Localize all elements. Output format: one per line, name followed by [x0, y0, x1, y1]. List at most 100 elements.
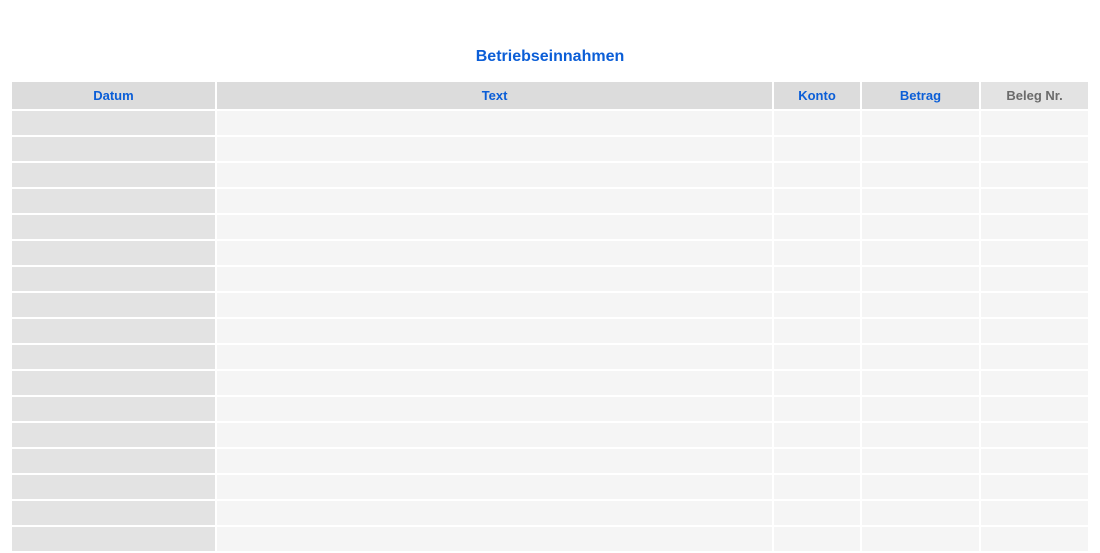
table-cell[interactable] [981, 423, 1088, 447]
table-cell[interactable] [12, 319, 215, 343]
table-cell[interactable] [774, 501, 859, 525]
table-cell[interactable] [862, 397, 979, 421]
table-cell[interactable] [217, 111, 772, 135]
table-cell[interactable] [981, 397, 1088, 421]
table-cell[interactable] [862, 111, 979, 135]
table-cell[interactable] [862, 137, 979, 161]
table-cell[interactable] [12, 449, 215, 473]
col-header-2: Konto [774, 82, 859, 109]
table-cell[interactable] [12, 241, 215, 265]
table-cell[interactable] [774, 189, 859, 213]
table-cell[interactable] [774, 293, 859, 317]
table-cell[interactable] [981, 449, 1088, 473]
table-cell[interactable] [862, 189, 979, 213]
table-cell[interactable] [12, 501, 215, 525]
table-cell[interactable] [981, 267, 1088, 291]
table-cell[interactable] [12, 423, 215, 447]
table-cell[interactable] [981, 215, 1088, 239]
table-cell[interactable] [862, 215, 979, 239]
table-cell[interactable] [774, 449, 859, 473]
table-cell[interactable] [862, 475, 979, 499]
income-table: DatumTextKontoBetragBeleg Nr. [10, 80, 1090, 553]
table-cell[interactable] [774, 345, 859, 369]
table-cell[interactable] [862, 345, 979, 369]
page-title: Betriebseinnahmen [10, 48, 1090, 66]
table-cell[interactable] [862, 371, 979, 395]
table-cell[interactable] [862, 163, 979, 187]
table-cell[interactable] [774, 267, 859, 291]
table-cell[interactable] [774, 215, 859, 239]
table-cell[interactable] [774, 397, 859, 421]
table-cell[interactable] [217, 501, 772, 525]
table-cell[interactable] [981, 319, 1088, 343]
table-cell[interactable] [862, 501, 979, 525]
table-cell[interactable] [862, 293, 979, 317]
table-row [12, 397, 1088, 421]
table-cell[interactable] [12, 189, 215, 213]
table-cell[interactable] [217, 423, 772, 447]
col-header-1: Text [217, 82, 772, 109]
table-cell[interactable] [981, 111, 1088, 135]
table-cell[interactable] [12, 293, 215, 317]
table-cell[interactable] [217, 293, 772, 317]
table-cell[interactable] [774, 111, 859, 135]
table-cell[interactable] [981, 241, 1088, 265]
table-cell[interactable] [12, 111, 215, 135]
table-cell[interactable] [217, 527, 772, 551]
page-container: Betriebseinnahmen DatumTextKontoBetragBe… [0, 0, 1100, 553]
table-cell[interactable] [981, 501, 1088, 525]
table-cell[interactable] [217, 267, 772, 291]
table-cell[interactable] [862, 527, 979, 551]
table-cell[interactable] [217, 345, 772, 369]
table-cell[interactable] [217, 371, 772, 395]
table-header-row: DatumTextKontoBetragBeleg Nr. [12, 82, 1088, 109]
table-cell[interactable] [774, 423, 859, 447]
table-row [12, 371, 1088, 395]
table-cell[interactable] [981, 163, 1088, 187]
table-row [12, 475, 1088, 499]
table-cell[interactable] [862, 423, 979, 447]
table-cell[interactable] [862, 319, 979, 343]
table-cell[interactable] [774, 319, 859, 343]
table-cell[interactable] [774, 371, 859, 395]
table-row [12, 345, 1088, 369]
table-cell[interactable] [981, 527, 1088, 551]
table-cell[interactable] [217, 215, 772, 239]
table-cell[interactable] [862, 241, 979, 265]
table-cell[interactable] [862, 267, 979, 291]
table-cell[interactable] [217, 319, 772, 343]
table-cell[interactable] [12, 371, 215, 395]
table-cell[interactable] [12, 397, 215, 421]
table-cell[interactable] [12, 345, 215, 369]
table-cell[interactable] [774, 241, 859, 265]
table-row [12, 111, 1088, 135]
table-cell[interactable] [12, 137, 215, 161]
table-cell[interactable] [862, 449, 979, 473]
table-row [12, 137, 1088, 161]
table-row [12, 501, 1088, 525]
table-cell[interactable] [217, 475, 772, 499]
table-cell[interactable] [217, 397, 772, 421]
table-cell[interactable] [981, 475, 1088, 499]
table-cell[interactable] [981, 345, 1088, 369]
table-cell[interactable] [981, 137, 1088, 161]
table-cell[interactable] [774, 475, 859, 499]
table-row [12, 267, 1088, 291]
table-cell[interactable] [12, 267, 215, 291]
table-cell[interactable] [217, 189, 772, 213]
table-cell[interactable] [981, 293, 1088, 317]
table-cell[interactable] [774, 527, 859, 551]
table-cell[interactable] [12, 475, 215, 499]
table-cell[interactable] [12, 527, 215, 551]
table-cell[interactable] [12, 215, 215, 239]
table-cell[interactable] [981, 371, 1088, 395]
table-cell[interactable] [217, 137, 772, 161]
table-cell[interactable] [217, 241, 772, 265]
table-row [12, 215, 1088, 239]
table-cell[interactable] [12, 163, 215, 187]
table-cell[interactable] [217, 163, 772, 187]
table-cell[interactable] [774, 137, 859, 161]
table-cell[interactable] [774, 163, 859, 187]
table-cell[interactable] [981, 189, 1088, 213]
table-cell[interactable] [217, 449, 772, 473]
